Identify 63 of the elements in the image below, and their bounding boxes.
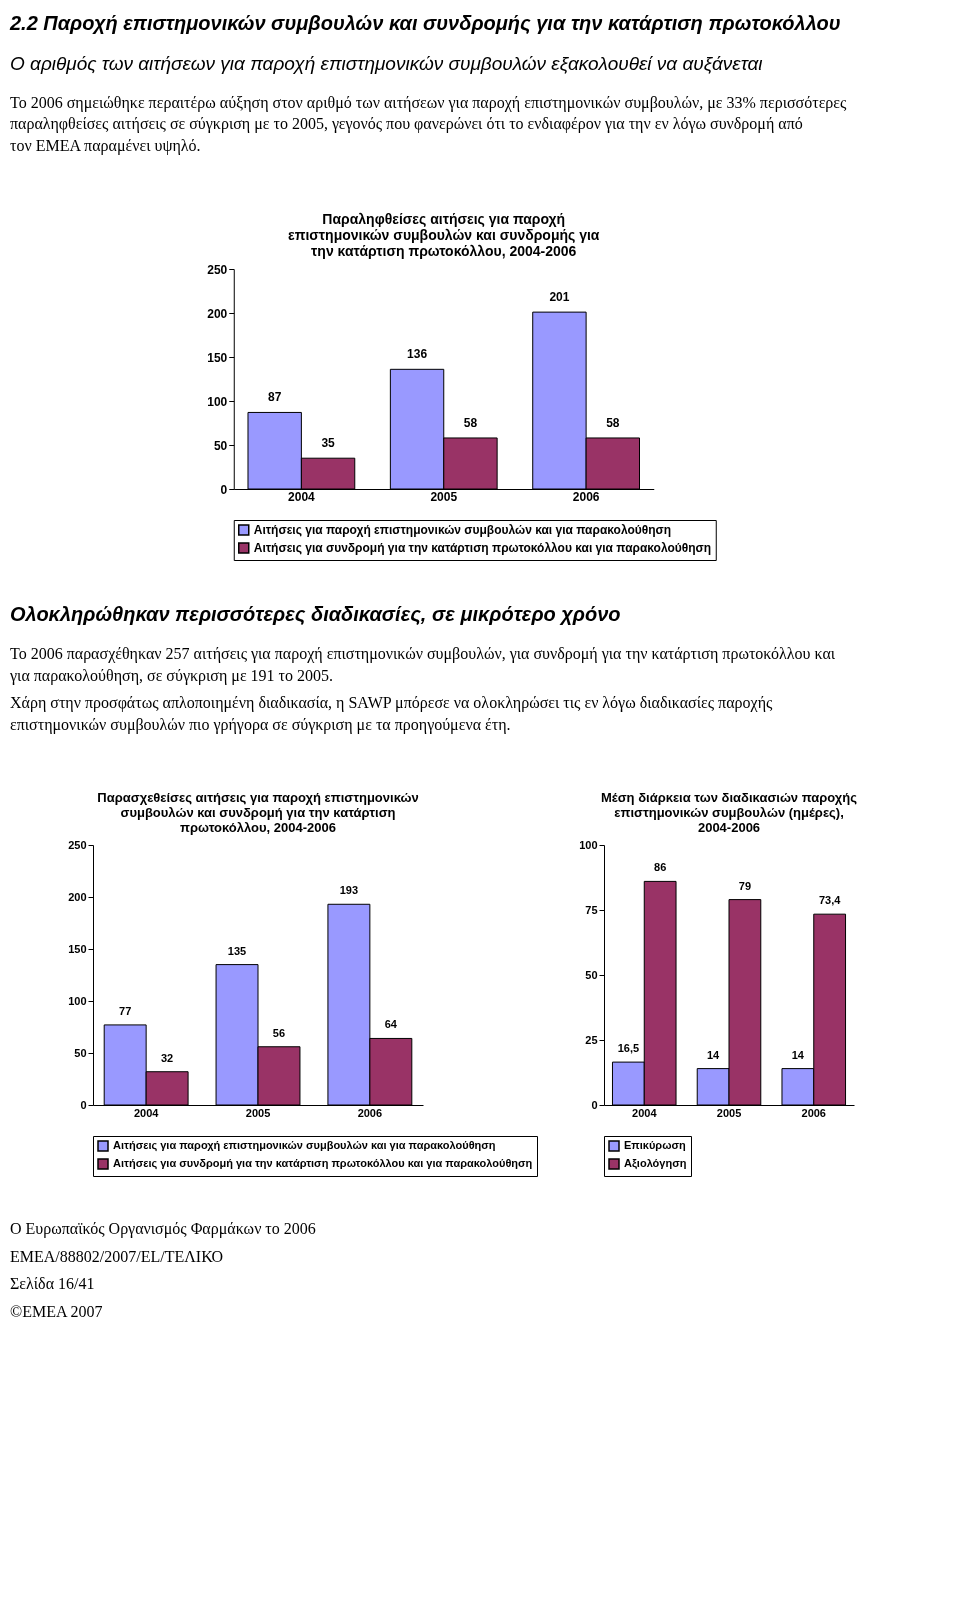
- text: Ο αριθμός των αιτήσεων για παροχή επιστημονικών συμβουλών εξακολουθεί να αυξάνεται: [10, 53, 763, 74]
- text: EMEA/88802/2007/EL/ΤΕΛΙΚΟ: [10, 1247, 224, 1265]
- legend-label: Αιτήσεις για παροχή επιστημονικών συμβουλών και για παρακολούθηση: [253, 523, 672, 537]
- y-tick-label: 250: [207, 262, 228, 277]
- data-label: 58: [606, 415, 620, 430]
- y-tick-label: 150: [68, 942, 87, 955]
- x-tick-label: 2006: [572, 489, 600, 504]
- data-label: 77: [119, 1004, 132, 1017]
- text: ©EMEA 2007: [10, 1302, 103, 1320]
- text: Το 2006 σημειώθηκε περαιτέρω αύξηση στον αριθμό των αιτήσεων για παροχή επιστημονικών συμβουλών, με 33% περισσότερες παραληφθείσες αιτήσεις σε σύγκριση με το 2005, γεγονός που φανερώνει ότι το ενδιαφέρον για την εν λόγω συνδρομή από τον ΕΜΕΑ παραμένει υψηλό.: [10, 93, 848, 155]
- text: Ο Ευρωπαϊκός Οργανισμός Φαρμάκων το 2006: [10, 1220, 316, 1238]
- x-tick-label: 2004: [632, 1106, 658, 1119]
- x-tick-label: 2004: [133, 1106, 160, 1119]
- y-tick-label: 200: [207, 306, 228, 321]
- y-tick-label: 100: [207, 394, 228, 409]
- legend-label: Επικύρωση: [624, 1139, 686, 1151]
- legend-label: Αιτήσεις για συνδρομή για την κατάρτιση πρωτοκόλλου και για παρακολούθηση: [113, 1157, 533, 1170]
- data-label: 14: [706, 1048, 721, 1061]
- y-tick-label: 250: [68, 838, 87, 851]
- x-tick-label: 2004: [288, 489, 316, 504]
- legend-label: Αιτήσεις για παροχή επιστημονικών συμβουλών και για παρακολούθηση: [113, 1139, 496, 1152]
- x-tick-label: 2005: [430, 489, 458, 504]
- x-tick-label: 2006: [357, 1106, 383, 1119]
- data-label: 58: [463, 415, 478, 430]
- text: 2.2 Παροχή επιστημονικών συμβουλών και συνδρομής για την κατάρτιση πρωτοκόλλου: [9, 12, 841, 35]
- data-label: 16,5: [617, 1042, 640, 1055]
- x-tick-label: 2005: [245, 1106, 271, 1119]
- data-label: 14: [791, 1048, 805, 1061]
- text: Το 2006 παρασχέθηκαν 257 αιτήσεις για παροχή επιστημονικών συμβουλών, για συνδρομή για την κατάρτιση πρωτοκόλλου και για παρακολούθηση, σε σύγκριση με 191 το 2005.: [9, 645, 836, 685]
- chart-title: Μέση διάρκεια των διαδικασιών παροχής επιστημονικών συμβουλών (ημέρες), 2004-2006: [601, 790, 858, 835]
- data-label: 73,4: [818, 894, 842, 907]
- y-tick-label: 0: [80, 1098, 87, 1111]
- data-label: 201: [549, 290, 570, 305]
- data-label: 86: [654, 861, 667, 874]
- legend-label: Αιτήσεις για συνδρομή για την κατάρτιση πρωτοκόλλου και για παρακολούθηση: [253, 541, 712, 555]
- y-tick-label: 200: [68, 890, 87, 903]
- data-label: 136: [407, 347, 428, 362]
- data-label: 193: [339, 884, 359, 897]
- y-tick-label: 0: [220, 482, 228, 497]
- text: Ολοκληρώθηκαν περισσότερες διαδικασίες, σε μικρότερο χρόνο: [10, 603, 621, 626]
- y-tick-label: 25: [585, 1033, 598, 1046]
- chart-title: Παραληφθείσες αιτήσεις για παροχή επιστημονικών συμβουλών και συνδρομής για την κατάρτιση πρωτοκόλλου, 2004-2006: [288, 211, 600, 259]
- y-tick-label: 100: [579, 838, 598, 851]
- chart-title: Παρασχεθείσες αιτήσεις για παροχή επιστημονικών συμβουλών και συνδρομή για την κατάρτιση πρωτοκόλλου, 2004-2006: [97, 790, 419, 835]
- y-tick-label: 50: [585, 968, 598, 981]
- y-tick-label: 75: [585, 903, 598, 916]
- data-label: 135: [227, 944, 247, 957]
- y-tick-label: 50: [74, 1046, 87, 1059]
- y-tick-label: 100: [68, 994, 87, 1007]
- text: Σελίδα 16/41: [10, 1275, 95, 1293]
- data-label: 64: [384, 1018, 398, 1031]
- x-tick-label: 2005: [716, 1106, 742, 1119]
- data-label: 32: [160, 1051, 174, 1064]
- y-tick-label: 50: [213, 438, 228, 453]
- text: Χάρη στην προσφάτως απλοποιημένη διαδικασία, η SAWP μπόρεσε να ολοκληρώσει τις εν λόγω διαδικασίες παροχής επιστημονικών συμβουλών πιο γρήγορα σε σύγκριση με τα προηγούμενα έτη.: [10, 694, 773, 734]
- x-tick-label: 2006: [801, 1106, 826, 1119]
- data-label: 56: [272, 1026, 286, 1039]
- y-tick-label: 0: [591, 1098, 598, 1111]
- data-label: 87: [268, 390, 282, 405]
- legend-label: Αξιολόγηση: [624, 1157, 687, 1170]
- data-label: 79: [738, 879, 752, 892]
- y-tick-label: 150: [207, 350, 228, 365]
- data-label: 35: [321, 436, 336, 451]
